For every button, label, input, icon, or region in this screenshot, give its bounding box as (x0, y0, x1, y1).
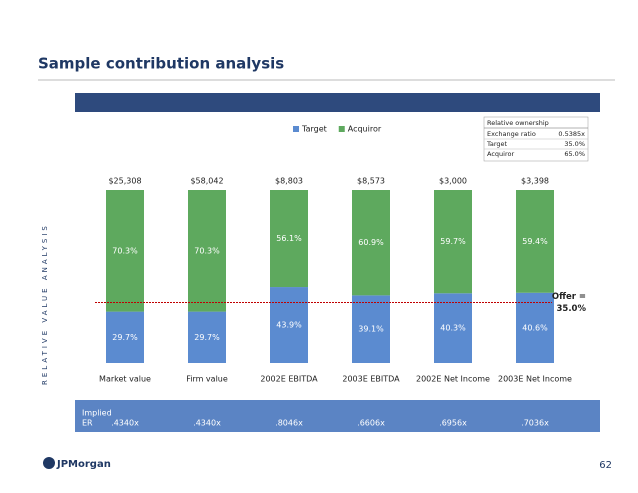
implied-er-value: .4340x (193, 419, 221, 428)
data-label: 40.6% (522, 323, 548, 332)
bar-segment (188, 190, 226, 312)
data-label: 43.9% (276, 321, 302, 330)
legend-label: Target (301, 125, 327, 134)
total-label: $8,573 (357, 177, 385, 186)
implied-er-band (75, 400, 600, 432)
slide-title: Sample contribution analysis (38, 55, 284, 73)
bar-segment (106, 190, 144, 312)
bar-segment (188, 311, 226, 363)
offer-label: 35.0% (557, 304, 587, 314)
logo: JPMorgan (56, 459, 111, 470)
offer-text: Offer = (552, 292, 586, 302)
total-label: $8,803 (275, 177, 303, 186)
ownership-value: 65.0% (564, 150, 585, 158)
header-band (75, 93, 600, 112)
data-label: 70.3% (194, 246, 220, 255)
ownership-value: 35.0% (564, 140, 585, 148)
legend-swatch (293, 126, 299, 132)
bar-segment (106, 311, 144, 363)
total-label: $58,042 (190, 177, 223, 186)
data-label: 29.7% (112, 333, 138, 342)
total-label: $25,308 (108, 177, 141, 186)
x-tick-label: 2003E EBITDA (342, 375, 400, 384)
implied-er-value: .6606x (357, 419, 385, 428)
page-number: 62 (599, 460, 612, 471)
bar-segment (516, 292, 554, 363)
data-label: 59.7% (440, 237, 466, 246)
ownership-key: Target (486, 140, 508, 148)
implied-er-value: .6956x (439, 419, 467, 428)
implied-er-label: ER (82, 419, 93, 428)
bar-segment (352, 190, 390, 296)
x-tick-label: 2003E Net Income (498, 375, 572, 384)
ownership-key: Exchange ratio (487, 130, 536, 138)
legend-label: Acquiror (348, 125, 382, 134)
legend-swatch (338, 126, 345, 132)
implied-er-label: Implied (82, 409, 112, 418)
side-label: RELATIVE VALUE ANALYSIS (41, 223, 49, 385)
x-tick-label: Market value (99, 375, 151, 384)
bar-segment (270, 190, 308, 288)
data-label: 39.1% (358, 325, 384, 334)
ownership-key: Acquiror (487, 150, 514, 158)
x-tick-label: 2002E Net Income (416, 375, 490, 384)
ownership-value: 0.5385x (558, 130, 585, 138)
bar-segment (516, 190, 554, 293)
data-label: 70.3% (112, 246, 138, 255)
data-label: 56.1% (276, 234, 302, 243)
ownership-title: Relative ownership (487, 119, 549, 127)
bar-segment (434, 293, 472, 363)
x-tick-label: 2002E EBITDA (260, 375, 318, 384)
data-label: 59.4% (522, 237, 548, 246)
bar-segment (352, 295, 390, 363)
data-label: 60.9% (358, 238, 384, 247)
bar-segment (270, 287, 308, 363)
total-label: $3,398 (521, 177, 549, 186)
x-tick-label: Firm value (186, 375, 228, 384)
implied-er-value: .7036x (521, 419, 549, 428)
implied-er-value: .8046x (275, 419, 303, 428)
logo-icon (43, 457, 55, 469)
total-label: $3,000 (439, 177, 467, 186)
bar-segment (434, 190, 472, 294)
implied-er-value: .4340x (111, 419, 139, 428)
data-label: 29.7% (194, 333, 220, 342)
data-label: 40.3% (440, 324, 466, 333)
